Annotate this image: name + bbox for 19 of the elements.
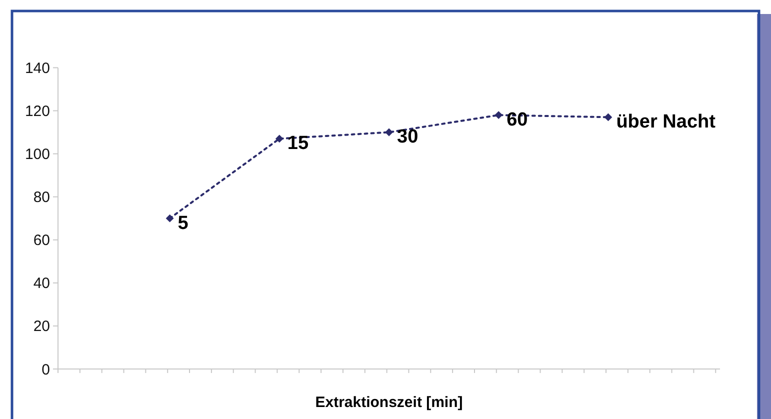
- annotation: über Nacht: [616, 112, 716, 133]
- y-tick-label: 140: [24, 60, 50, 77]
- point: [494, 111, 503, 120]
- y-tick-label: 100: [24, 146, 50, 164]
- annotation: 15: [287, 133, 309, 154]
- y-tick-label: 60: [33, 232, 50, 250]
- annotation: 60: [506, 109, 528, 130]
- point: [385, 128, 393, 136]
- y-tick-label: 120: [24, 102, 50, 120]
- y-tick-label: 20: [33, 318, 50, 336]
- y-tick-label: 40: [33, 275, 50, 292]
- annotation: 30: [397, 126, 418, 148]
- x-axis-title: Extraktionszeit [min]: [315, 394, 463, 411]
- y-tick-label: 80: [33, 189, 50, 206]
- point: [275, 134, 284, 143]
- point: [604, 113, 612, 122]
- point: [166, 214, 174, 222]
- y-tick-label: 0: [42, 361, 50, 378]
- annotation: 5: [178, 212, 189, 234]
